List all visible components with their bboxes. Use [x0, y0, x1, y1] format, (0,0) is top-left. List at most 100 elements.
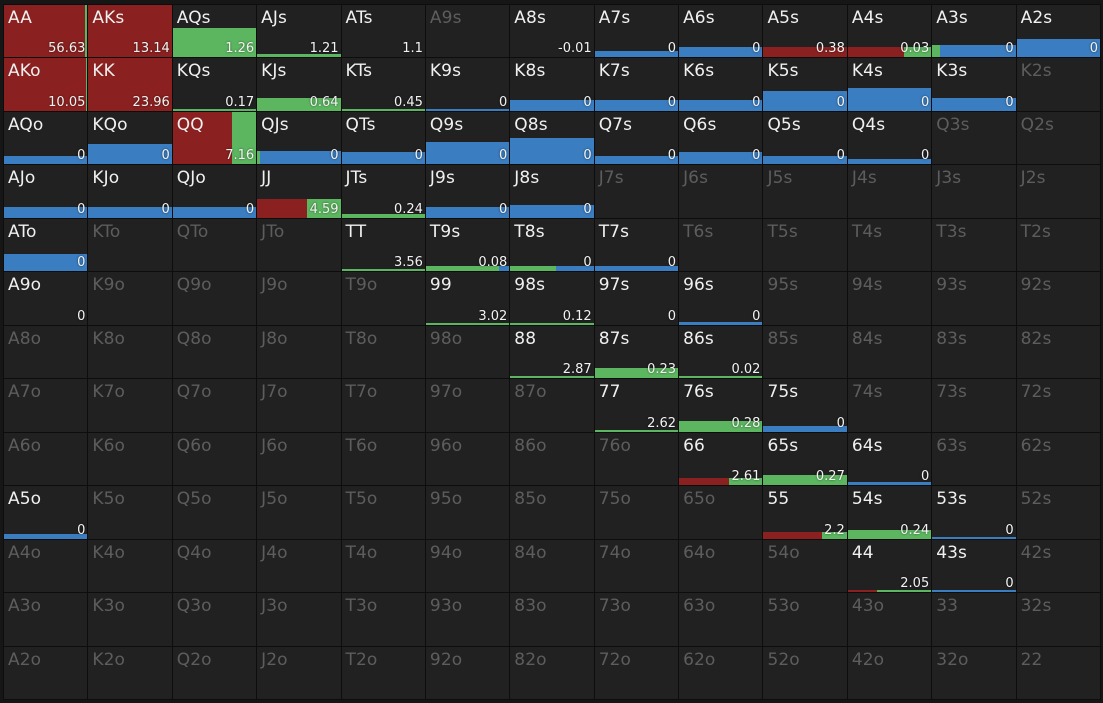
hand-cell-73o[interactable]: 73o	[594, 593, 679, 646]
hand-cell-K8s[interactable]: K8s 0	[510, 58, 594, 111]
hand-cell-87o[interactable]: 87o	[510, 379, 594, 432]
hand-cell-A2o[interactable]: A2o	[4, 646, 88, 699]
hand-cell-Q9s[interactable]: Q9s 0	[425, 111, 510, 165]
hand-cell-T4o[interactable]: T4o	[341, 539, 425, 593]
hand-cell-KJs[interactable]: KJs 0.64	[257, 58, 341, 111]
hand-cell-QQ[interactable]: QQ 7.16	[172, 111, 257, 165]
hand-cell-QJo[interactable]: QJo 0	[172, 165, 257, 218]
hand-cell-T9o[interactable]: T9o	[341, 272, 425, 325]
hand-cell-Q8o[interactable]: Q8o	[172, 325, 257, 379]
hand-cell-A3o[interactable]: A3o	[4, 593, 88, 646]
hand-cell-Q3o[interactable]: Q3o	[172, 593, 257, 646]
hand-cell-22[interactable]: 22	[1016, 646, 1100, 699]
hand-cell-92o[interactable]: 92o	[425, 646, 510, 699]
hand-cell-KQs[interactable]: KQs 0.17	[172, 58, 257, 111]
hand-cell-A4s[interactable]: A4s 0.03	[847, 5, 932, 58]
hand-cell-82o[interactable]: 82o	[510, 646, 594, 699]
hand-cell-65o[interactable]: 65o	[679, 486, 763, 539]
hand-cell-A3s[interactable]: A3s 0	[932, 5, 1016, 58]
hand-cell-95o[interactable]: 95o	[425, 486, 510, 539]
hand-cell-96o[interactable]: 96o	[425, 432, 510, 486]
hand-cell-QTo[interactable]: QTo	[172, 218, 257, 272]
hand-cell-JTo[interactable]: JTo	[257, 218, 341, 272]
hand-cell-66[interactable]: 66 2.61	[679, 432, 763, 486]
hand-cell-QJs[interactable]: QJs 0	[257, 111, 341, 165]
hand-cell-KK[interactable]: KK 23.96	[88, 58, 172, 111]
hand-cell-K6o[interactable]: K6o	[88, 432, 172, 486]
hand-cell-J8o[interactable]: J8o	[257, 325, 341, 379]
hand-cell-K4s[interactable]: K4s 0	[847, 58, 932, 111]
hand-cell-94o[interactable]: 94o	[425, 539, 510, 593]
hand-cell-95s[interactable]: 95s	[763, 272, 847, 325]
hand-cell-T2s[interactable]: T2s	[1016, 218, 1100, 272]
hand-cell-86o[interactable]: 86o	[510, 432, 594, 486]
hand-cell-72o[interactable]: 72o	[594, 646, 679, 699]
hand-cell-J4s[interactable]: J4s	[847, 165, 932, 218]
hand-cell-K9s[interactable]: K9s 0	[425, 58, 510, 111]
hand-cell-QTs[interactable]: QTs 0	[341, 111, 425, 165]
hand-cell-94s[interactable]: 94s	[847, 272, 932, 325]
hand-cell-K8o[interactable]: K8o	[88, 325, 172, 379]
hand-cell-52s[interactable]: 52s	[1016, 486, 1100, 539]
hand-cell-J5s[interactable]: J5s	[763, 165, 847, 218]
hand-cell-53s[interactable]: 53s 0	[932, 486, 1016, 539]
hand-cell-T3o[interactable]: T3o	[341, 593, 425, 646]
hand-cell-J2s[interactable]: J2s	[1016, 165, 1100, 218]
hand-cell-93s[interactable]: 93s	[932, 272, 1016, 325]
hand-cell-33[interactable]: 33	[932, 593, 1016, 646]
hand-cell-42s[interactable]: 42s	[1016, 539, 1100, 593]
hand-cell-T2o[interactable]: T2o	[341, 646, 425, 699]
hand-cell-42o[interactable]: 42o	[847, 646, 932, 699]
hand-cell-K2s[interactable]: K2s	[1016, 58, 1100, 111]
hand-cell-75s[interactable]: 75s 0	[763, 379, 847, 432]
hand-cell-J9s[interactable]: J9s 0	[425, 165, 510, 218]
hand-cell-64s[interactable]: 64s 0	[847, 432, 932, 486]
hand-cell-84o[interactable]: 84o	[510, 539, 594, 593]
hand-cell-T4s[interactable]: T4s	[847, 218, 932, 272]
hand-cell-76o[interactable]: 76o	[594, 432, 679, 486]
hand-cell-AJs[interactable]: AJs 1.21	[257, 5, 341, 58]
hand-cell-TT[interactable]: TT 3.56	[341, 218, 425, 272]
hand-cell-JTs[interactable]: JTs 0.24	[341, 165, 425, 218]
hand-cell-53o[interactable]: 53o	[763, 593, 847, 646]
hand-cell-A5o[interactable]: A5o 0	[4, 486, 88, 539]
hand-cell-T6s[interactable]: T6s	[679, 218, 763, 272]
hand-cell-T6o[interactable]: T6o	[341, 432, 425, 486]
hand-cell-Q5s[interactable]: Q5s 0	[763, 111, 847, 165]
hand-cell-Q8s[interactable]: Q8s 0	[510, 111, 594, 165]
hand-cell-Q4s[interactable]: Q4s 0	[847, 111, 932, 165]
hand-cell-A8s[interactable]: A8s -0.01	[510, 5, 594, 58]
hand-cell-AJo[interactable]: AJo 0	[4, 165, 88, 218]
hand-cell-A2s[interactable]: A2s 0	[1016, 5, 1100, 58]
hand-cell-63o[interactable]: 63o	[679, 593, 763, 646]
hand-cell-99[interactable]: 99 3.02	[425, 272, 510, 325]
hand-cell-A6s[interactable]: A6s 0	[679, 5, 763, 58]
hand-cell-A6o[interactable]: A6o	[4, 432, 88, 486]
hand-cell-83s[interactable]: 83s	[932, 325, 1016, 379]
hand-cell-73s[interactable]: 73s	[932, 379, 1016, 432]
hand-cell-J4o[interactable]: J4o	[257, 539, 341, 593]
hand-cell-T9s[interactable]: T9s 0.08	[425, 218, 510, 272]
hand-cell-A4o[interactable]: A4o	[4, 539, 88, 593]
hand-cell-Q7s[interactable]: Q7s 0	[594, 111, 679, 165]
hand-cell-T5s[interactable]: T5s	[763, 218, 847, 272]
hand-cell-97s[interactable]: 97s 0	[594, 272, 679, 325]
hand-cell-83o[interactable]: 83o	[510, 593, 594, 646]
hand-cell-K7o[interactable]: K7o	[88, 379, 172, 432]
hand-cell-72s[interactable]: 72s	[1016, 379, 1100, 432]
hand-cell-K3o[interactable]: K3o	[88, 593, 172, 646]
hand-cell-K4o[interactable]: K4o	[88, 539, 172, 593]
hand-cell-KTo[interactable]: KTo	[88, 218, 172, 272]
hand-cell-84s[interactable]: 84s	[847, 325, 932, 379]
hand-cell-43s[interactable]: 43s 0	[932, 539, 1016, 593]
hand-cell-65s[interactable]: 65s 0.27	[763, 432, 847, 486]
hand-cell-Q2s[interactable]: Q2s	[1016, 111, 1100, 165]
hand-cell-98s[interactable]: 98s 0.12	[510, 272, 594, 325]
hand-cell-K2o[interactable]: K2o	[88, 646, 172, 699]
hand-cell-55[interactable]: 55 2.2	[763, 486, 847, 539]
hand-cell-93o[interactable]: 93o	[425, 593, 510, 646]
hand-cell-63s[interactable]: 63s	[932, 432, 1016, 486]
hand-cell-J5o[interactable]: J5o	[257, 486, 341, 539]
hand-cell-Q6s[interactable]: Q6s 0	[679, 111, 763, 165]
hand-cell-JJ[interactable]: JJ 4.59	[257, 165, 341, 218]
